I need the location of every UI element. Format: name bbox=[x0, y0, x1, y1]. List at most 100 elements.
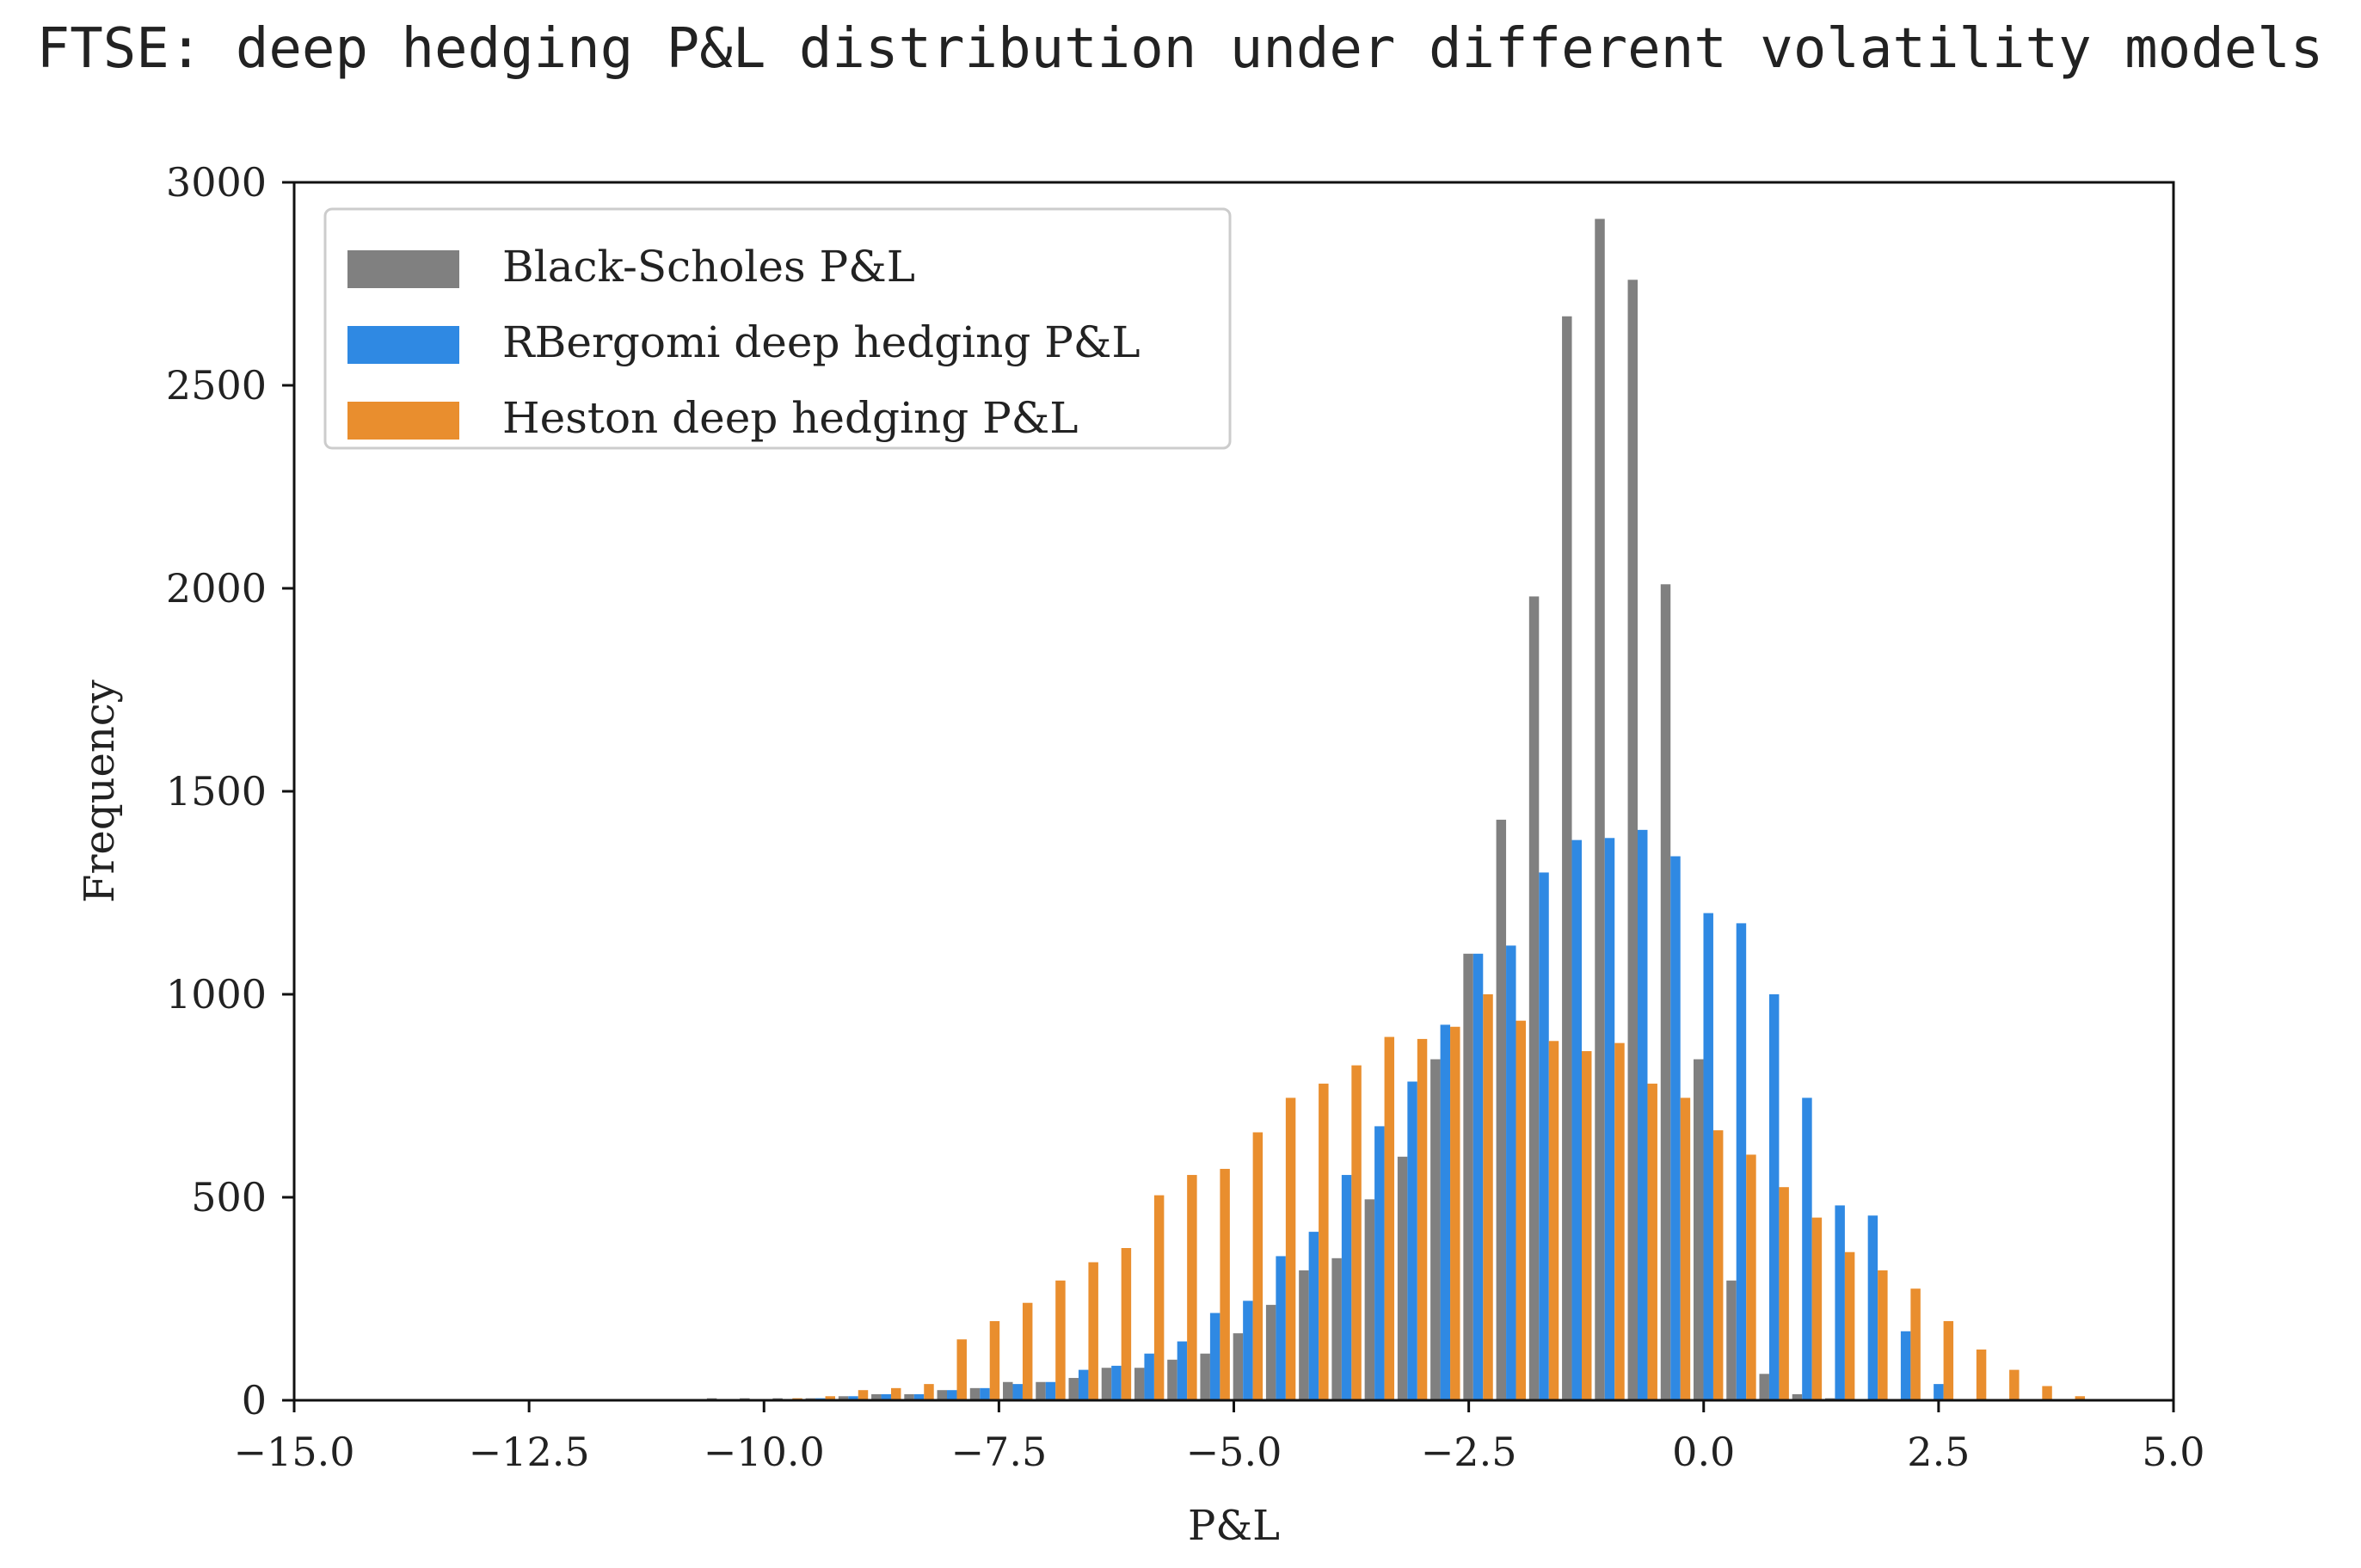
bar bbox=[1792, 1393, 1803, 1400]
bar bbox=[1068, 1378, 1079, 1400]
bar bbox=[1802, 1098, 1812, 1400]
bar bbox=[2009, 1369, 2020, 1400]
bar bbox=[1088, 1262, 1098, 1400]
legend-label: RBergomi deep hedging P&L bbox=[502, 317, 1141, 367]
y-tick-label: 1000 bbox=[166, 971, 267, 1018]
bar bbox=[956, 1339, 967, 1400]
bar bbox=[1463, 953, 1473, 1400]
bar bbox=[1220, 1168, 1230, 1400]
bar bbox=[1759, 1374, 1769, 1400]
bar bbox=[1078, 1369, 1089, 1400]
bar bbox=[1976, 1350, 1987, 1400]
bar bbox=[1582, 1051, 1592, 1400]
legend-swatch bbox=[347, 402, 459, 440]
bar bbox=[1036, 1381, 1046, 1400]
y-tick-label: 2500 bbox=[166, 362, 267, 409]
bar bbox=[2075, 1396, 2086, 1400]
legend-label: Heston deep hedging P&L bbox=[502, 393, 1078, 443]
legend: Black-Scholes P&L RBergomi deep hedging P… bbox=[323, 207, 1232, 450]
bar bbox=[1374, 1126, 1385, 1400]
bar bbox=[1319, 1083, 1329, 1400]
x-axis-label: P&L bbox=[1188, 1502, 1280, 1550]
bar bbox=[1397, 1156, 1408, 1400]
x-axis: −15.0 −12.5 −10.0 −7.5 −5.0 −2.5 0.0 2.5 5.0 bbox=[234, 1400, 2205, 1475]
bar bbox=[1167, 1359, 1177, 1400]
bar bbox=[1638, 829, 1648, 1400]
bar bbox=[2042, 1386, 2052, 1400]
bar bbox=[1003, 1381, 1013, 1400]
bar bbox=[1670, 856, 1681, 1400]
bar bbox=[1187, 1175, 1197, 1400]
bar bbox=[1627, 280, 1638, 1400]
y-tick-label: 500 bbox=[191, 1174, 267, 1221]
bar bbox=[1835, 1205, 1845, 1400]
bar bbox=[1364, 1199, 1375, 1400]
legend-box bbox=[323, 207, 1232, 450]
bar bbox=[858, 1390, 869, 1400]
legend-label: Black-Scholes P&L bbox=[502, 242, 915, 292]
bar bbox=[1726, 1280, 1737, 1400]
bar bbox=[1101, 1368, 1112, 1400]
bar bbox=[848, 1396, 858, 1400]
bar bbox=[1867, 1215, 1878, 1400]
bar bbox=[1910, 1288, 1921, 1400]
bar bbox=[1506, 945, 1516, 1400]
bar bbox=[1121, 1248, 1132, 1400]
x-tick-label: −12.5 bbox=[469, 1429, 590, 1475]
bar bbox=[1647, 1083, 1657, 1400]
y-tick-label: 0 bbox=[242, 1377, 267, 1423]
y-tick-label: 2000 bbox=[166, 565, 267, 612]
bar bbox=[1703, 913, 1713, 1400]
bar bbox=[1341, 1175, 1352, 1400]
x-tick-label: 2.5 bbox=[1907, 1429, 1970, 1475]
bars-layer bbox=[706, 218, 2086, 1401]
bar bbox=[1144, 1353, 1154, 1400]
x-tick-label: −2.5 bbox=[1421, 1429, 1517, 1475]
bar bbox=[924, 1384, 934, 1400]
bar bbox=[1934, 1384, 1944, 1400]
chart-title: FTSE: deep hedging P&L distribution unde… bbox=[37, 17, 2324, 81]
bar bbox=[1528, 596, 1540, 1400]
bar bbox=[871, 1393, 882, 1400]
bar bbox=[1209, 1313, 1220, 1400]
bar bbox=[1265, 1305, 1276, 1400]
bar bbox=[1430, 1059, 1441, 1400]
bar bbox=[1252, 1132, 1264, 1400]
bar bbox=[1844, 1251, 1855, 1400]
bar bbox=[1768, 994, 1780, 1400]
bar bbox=[1440, 1024, 1451, 1400]
bar bbox=[1660, 584, 1671, 1400]
bar bbox=[1308, 1232, 1319, 1400]
bar bbox=[1473, 953, 1484, 1400]
bar bbox=[1299, 1270, 1309, 1400]
bar bbox=[881, 1393, 892, 1400]
x-tick-label: −5.0 bbox=[1186, 1429, 1282, 1475]
bar bbox=[969, 1387, 981, 1400]
bar bbox=[1746, 1154, 1756, 1400]
x-tick-label: −15.0 bbox=[234, 1429, 355, 1475]
legend-swatch bbox=[347, 250, 459, 288]
bar bbox=[937, 1390, 948, 1400]
bar bbox=[1496, 820, 1507, 1400]
bar bbox=[904, 1393, 914, 1400]
bar bbox=[1134, 1368, 1145, 1400]
bar bbox=[1417, 1038, 1428, 1400]
bar bbox=[1200, 1353, 1210, 1400]
bar bbox=[1779, 1187, 1789, 1400]
bar bbox=[1055, 1280, 1066, 1400]
bar bbox=[1233, 1333, 1244, 1400]
bar bbox=[1331, 1257, 1342, 1400]
bar bbox=[1276, 1256, 1286, 1400]
bar bbox=[1595, 218, 1605, 1401]
y-tick-label: 1500 bbox=[166, 768, 267, 815]
x-tick-label: −10.0 bbox=[704, 1429, 825, 1475]
bar bbox=[1153, 1195, 1165, 1400]
bar bbox=[838, 1396, 849, 1400]
bar bbox=[1539, 872, 1549, 1400]
bar bbox=[989, 1320, 1000, 1400]
bar bbox=[1736, 923, 1747, 1400]
bar bbox=[947, 1390, 957, 1400]
bar bbox=[1811, 1217, 1823, 1400]
bar bbox=[913, 1393, 925, 1400]
